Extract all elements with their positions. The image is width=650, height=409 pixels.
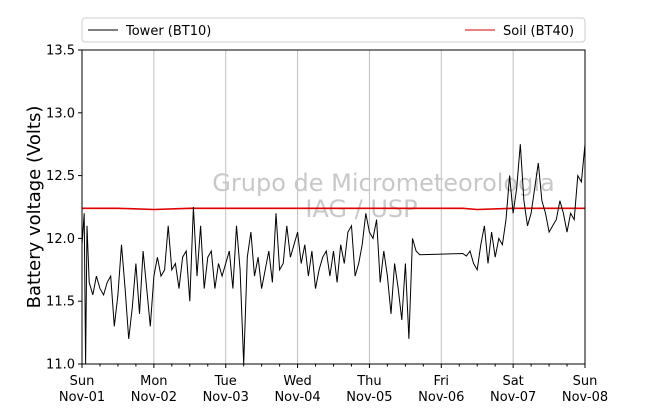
x-axis: SunNov-01MonNov-02TueNov-03WedNov-04ThuN…: [59, 364, 608, 405]
x-tick-label-day: Sun: [573, 374, 598, 389]
x-tick-label-date: Nov-04: [274, 390, 320, 405]
x-tick-label-date: Nov-06: [418, 390, 464, 405]
legend: Tower (BT10) Soil (BT40): [81, 17, 586, 43]
x-tick-label-date: Nov-05: [346, 390, 392, 405]
y-tick-label: 11.5: [46, 295, 75, 310]
x-tick-label-date: Nov-07: [490, 390, 536, 405]
y-axis: 11.0 11.5 12.0 12.5 13.0 13.5: [46, 44, 82, 373]
x-tick-label-date: Nov-08: [562, 390, 608, 405]
x-tick-label-day: Sun: [70, 374, 95, 389]
series-line-soil-bt40: [82, 207, 585, 211]
y-tick-label: 13.5: [46, 44, 75, 59]
legend-label-soil: Soil (BT40): [503, 24, 574, 39]
gridlines: [153, 50, 514, 364]
watermark-line-1: Grupo de Micrometeorologia: [212, 169, 554, 197]
x-tick-label-date: Nov-01: [59, 390, 105, 405]
y-tick-label: 12.0: [46, 232, 75, 247]
x-tick-label-day: Tue: [214, 374, 237, 389]
legend-box: [81, 17, 586, 43]
x-tick-label-day: Sat: [502, 374, 523, 389]
series-layer: [82, 144, 585, 364]
y-tick-label: 12.5: [46, 169, 75, 184]
x-tick-label-day: Fri: [434, 374, 450, 389]
x-tick-label-day: Thu: [356, 374, 381, 389]
y-axis-label: Battery voltage (Volts): [24, 106, 45, 309]
watermark: Grupo de Micrometeorologia IAG / USP: [212, 169, 554, 223]
x-tick-label-day: Mon: [140, 374, 167, 389]
y-tick-label: 13.0: [46, 106, 75, 121]
x-tick-label-date: Nov-02: [131, 390, 177, 405]
legend-label-tower: Tower (BT10): [125, 24, 211, 39]
series-line-tower-bt10: [82, 144, 585, 364]
y-tick-label: 11.0: [46, 358, 75, 373]
x-tick-label-date: Nov-03: [203, 390, 249, 405]
x-tick-label-day: Wed: [283, 374, 311, 389]
